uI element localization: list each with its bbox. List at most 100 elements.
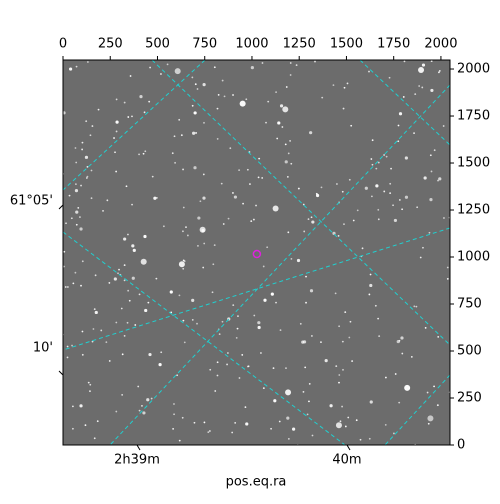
world-y-tick-label: 10'	[33, 341, 53, 356]
star	[321, 96, 324, 99]
star	[211, 291, 214, 294]
star	[242, 202, 244, 205]
star	[369, 273, 372, 276]
star	[202, 173, 205, 176]
star	[100, 329, 103, 332]
star	[426, 391, 429, 394]
star	[263, 298, 267, 302]
star	[398, 339, 401, 342]
star	[178, 118, 181, 121]
star	[339, 420, 342, 423]
star	[369, 283, 373, 288]
star	[334, 292, 337, 295]
tick	[136, 444, 141, 451]
star	[311, 220, 315, 224]
star	[348, 178, 351, 181]
star	[371, 163, 374, 166]
star	[197, 216, 201, 220]
star	[352, 219, 355, 222]
star	[404, 195, 409, 199]
star	[295, 64, 298, 67]
star	[404, 156, 408, 160]
star	[182, 267, 185, 270]
x-tick-label: 2000	[424, 37, 457, 52]
star	[287, 152, 290, 155]
star	[428, 231, 431, 234]
star	[343, 223, 345, 226]
star	[203, 121, 205, 124]
star	[368, 293, 371, 296]
star	[113, 277, 117, 281]
star	[81, 330, 84, 333]
star	[71, 405, 74, 408]
star	[246, 168, 249, 171]
star	[63, 250, 66, 253]
star	[127, 116, 130, 118]
star	[72, 282, 75, 285]
star	[351, 360, 354, 362]
star	[79, 216, 81, 218]
star	[413, 132, 415, 134]
star	[404, 384, 411, 391]
star	[196, 88, 199, 90]
star	[75, 161, 78, 164]
star	[305, 301, 307, 304]
star	[287, 437, 290, 440]
x-tick-label: 1500	[330, 37, 363, 52]
star	[191, 298, 195, 302]
star	[279, 329, 282, 332]
star	[176, 374, 179, 377]
star	[397, 124, 400, 127]
star	[305, 275, 307, 278]
star	[92, 328, 95, 330]
star	[120, 307, 123, 310]
star	[173, 403, 175, 405]
star	[275, 301, 277, 304]
star	[430, 88, 434, 93]
star	[108, 360, 111, 362]
star	[84, 424, 87, 427]
star	[267, 100, 270, 103]
star	[143, 234, 147, 239]
star	[216, 374, 219, 377]
star	[233, 195, 238, 199]
star	[137, 385, 140, 388]
star	[182, 230, 184, 233]
star	[79, 227, 83, 231]
star	[290, 257, 293, 260]
stars	[63, 60, 450, 445]
star	[221, 320, 224, 323]
star	[378, 335, 381, 338]
star	[244, 406, 247, 409]
star	[402, 96, 405, 98]
star	[209, 368, 212, 371]
tick	[58, 370, 64, 376]
star	[348, 336, 351, 339]
star	[273, 399, 277, 403]
star	[252, 218, 255, 221]
star	[115, 321, 118, 324]
x-tick-label: 250	[98, 37, 123, 52]
star	[389, 182, 392, 185]
star	[424, 326, 427, 329]
star	[341, 190, 344, 193]
star	[227, 217, 230, 220]
star	[66, 356, 69, 359]
star	[80, 284, 82, 287]
star	[86, 61, 89, 63]
star	[301, 340, 305, 344]
star	[160, 351, 163, 354]
star	[97, 108, 100, 111]
y-tick-label: 1250	[457, 203, 490, 218]
world-grid	[63, 60, 450, 445]
star	[75, 183, 77, 185]
star	[162, 225, 165, 228]
star	[134, 324, 137, 326]
star	[270, 427, 272, 430]
star	[433, 149, 436, 152]
world-y-tick-label: 61°05'	[10, 194, 53, 209]
star	[336, 183, 338, 185]
star	[182, 319, 185, 322]
